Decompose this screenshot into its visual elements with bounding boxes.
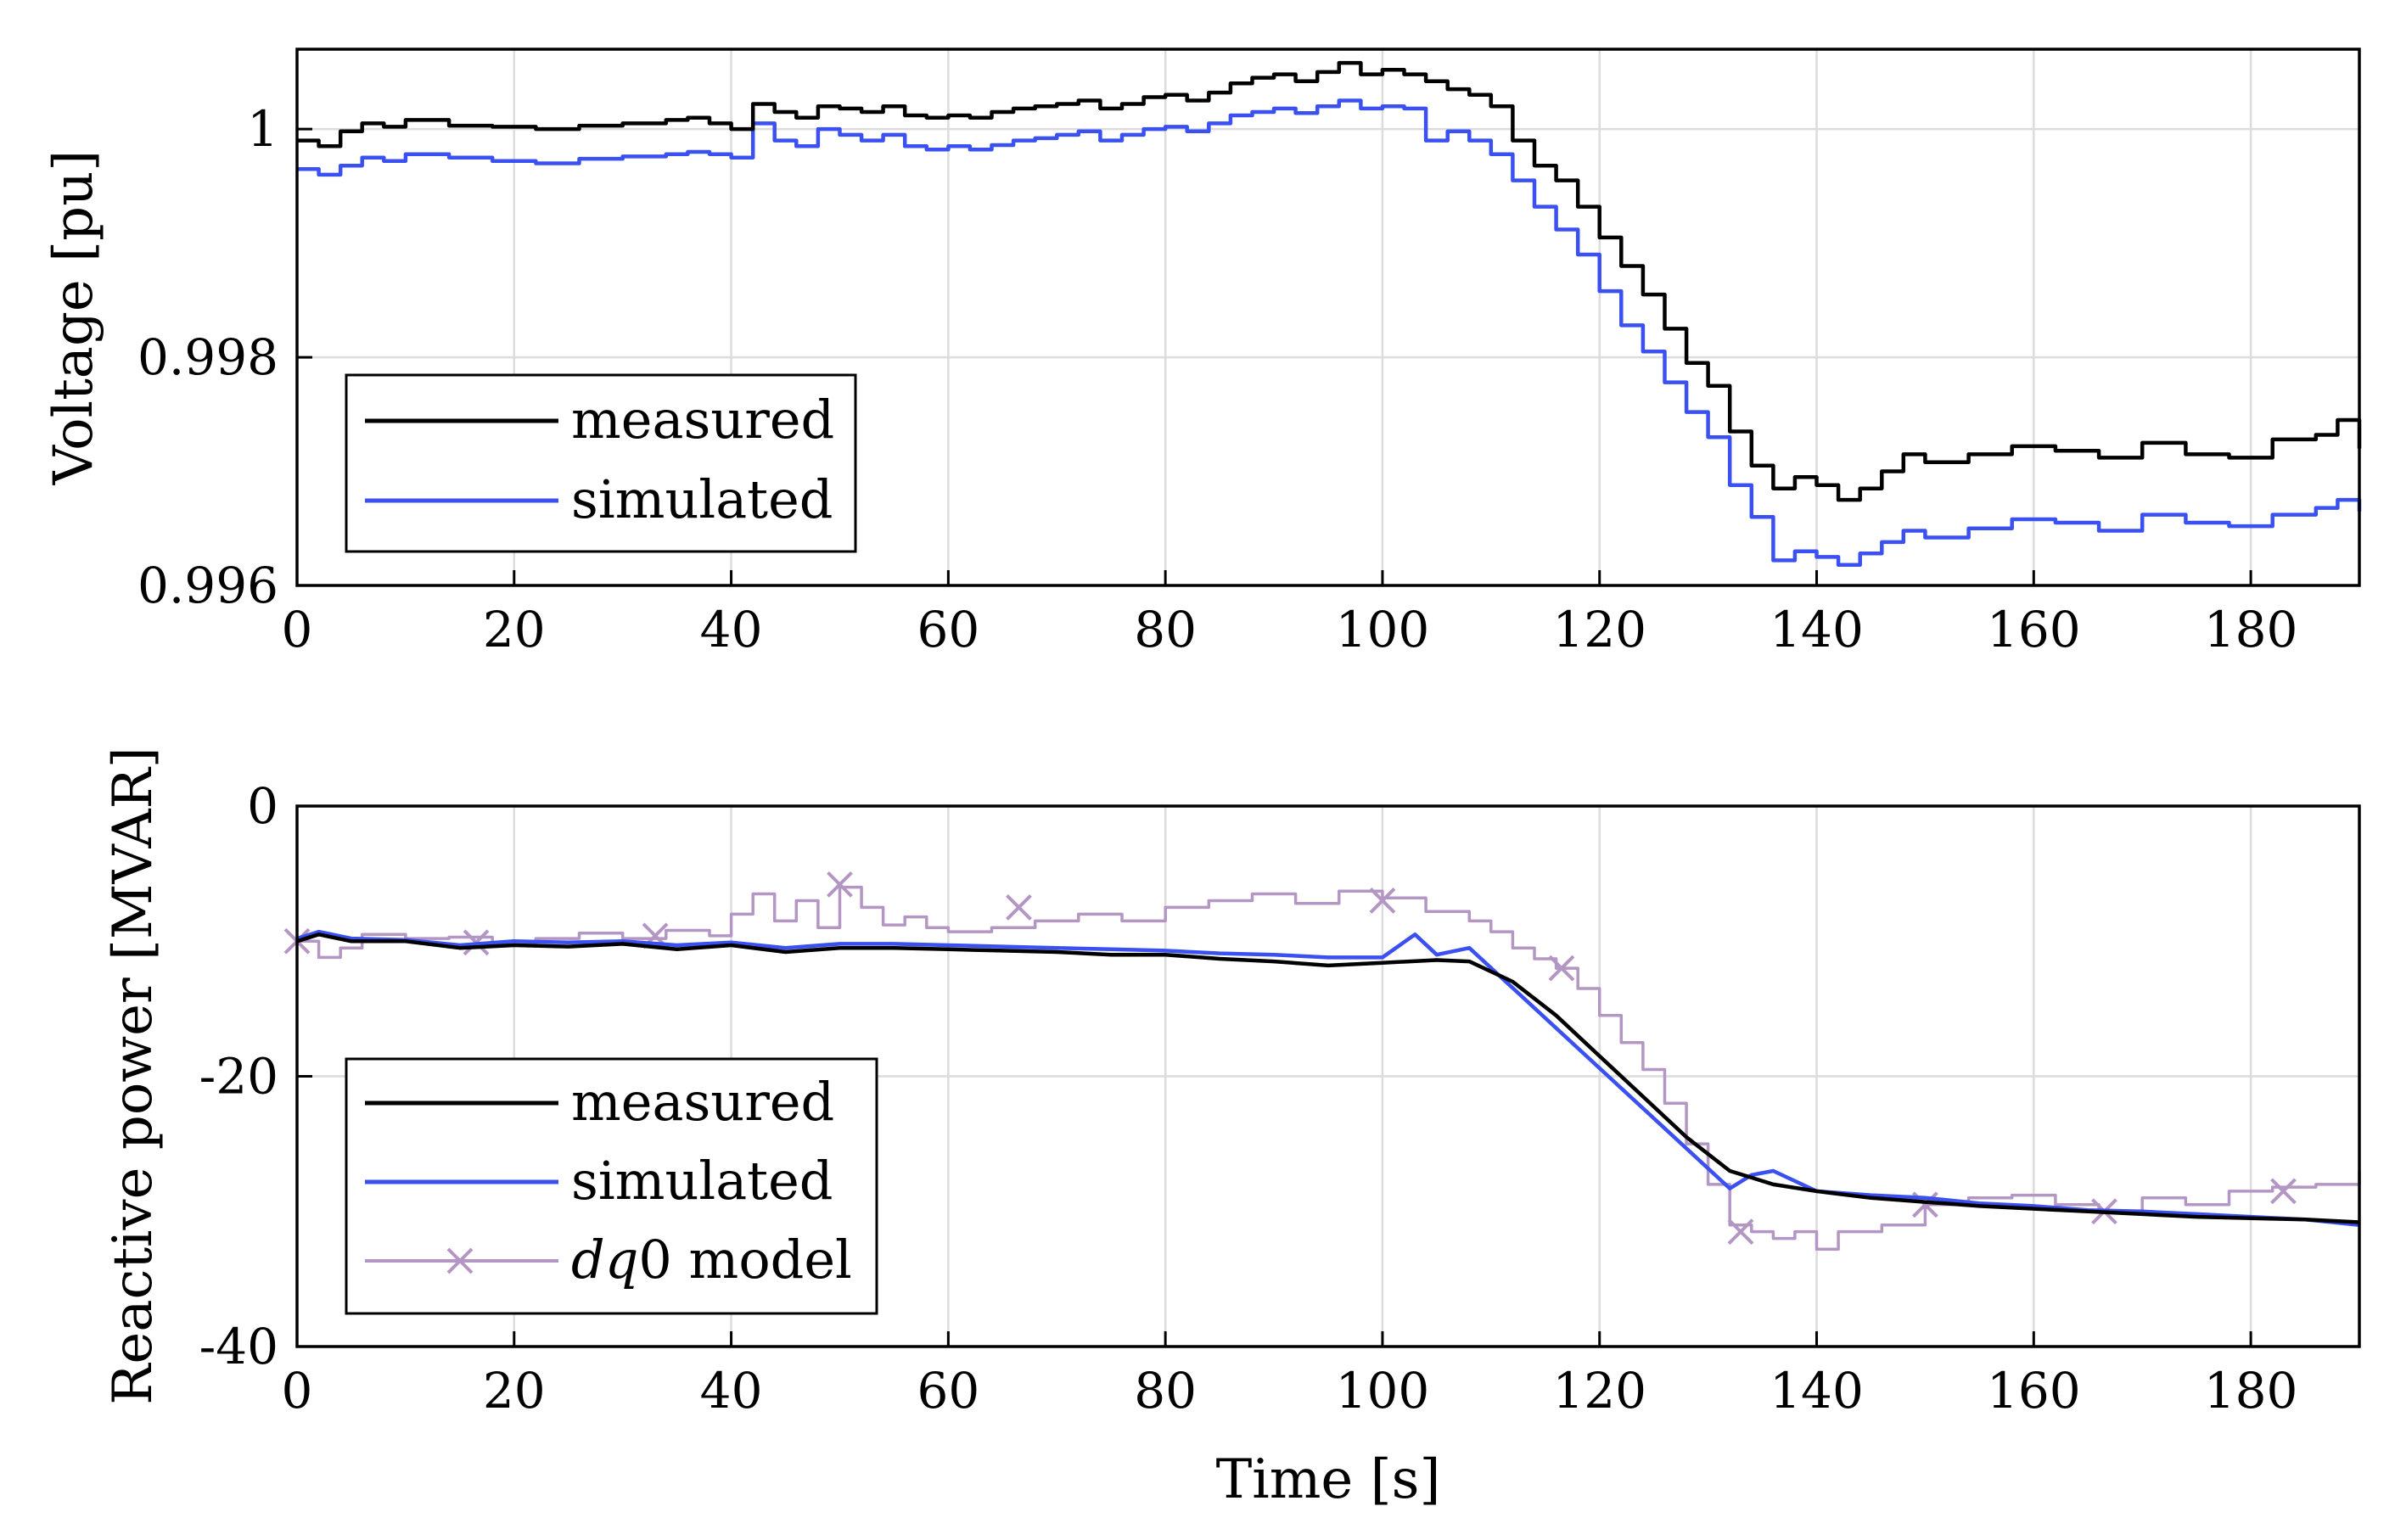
voltage-legend: measured simulated — [345, 373, 857, 553]
voltage-series — [297, 60, 2362, 568]
reactive-power-ytick-label: -20 — [199, 1048, 278, 1106]
reactive-power-xtick-label: 120 — [1552, 1362, 1646, 1420]
reactive-power-panel: 0 20 40 60 80 100 120 140 160 180 -40 -20 0 Reactive… — [102, 747, 2361, 1511]
q-legend-dq0-marker — [446, 1247, 474, 1274]
q-legend-measured-label: measured — [571, 1071, 834, 1133]
reactive-power-xtick-label: 40 — [700, 1362, 763, 1420]
reactive-power-dq0-model-marker — [2270, 1178, 2297, 1205]
voltage-ylabel: Voltage [pu] — [42, 150, 105, 486]
voltage-legend-measured-label: measured — [571, 389, 834, 451]
reactive-power-tick-labels: 0 20 40 60 80 100 120 140 160 180 -40 -20 0 — [199, 777, 2298, 1420]
q-legend-dq0-label-plain: 0 model — [638, 1229, 851, 1291]
reactive-power-dq0-model-marker — [1727, 1218, 1754, 1246]
reactive-power-dq0-model-marker — [1548, 955, 1575, 982]
reactive-power-dq0-model-marker — [827, 871, 853, 898]
voltage-legend-simulated-label: simulated — [571, 468, 833, 530]
reactive-power-xtick-label: 20 — [483, 1362, 546, 1420]
q-legend-dq0-label-italic: dq — [571, 1229, 638, 1291]
reactive-power-simulated-line — [296, 929, 2360, 1227]
reactive-power-xtick-label: 160 — [1987, 1362, 2081, 1420]
voltage-xtick-label: 140 — [1770, 601, 1864, 658]
voltage-xtick-label: 160 — [1987, 601, 2081, 658]
voltage-panel: 0 20 40 60 80 100 120 140 160 180 0.996 0.998 1 Volt… — [42, 48, 2362, 658]
reactive-power-xtick-label: 80 — [1134, 1362, 1197, 1420]
q-legend-dq0-label: dq0 model — [571, 1229, 852, 1291]
reactive-power-ytick-label: -40 — [199, 1318, 278, 1375]
voltage-measured-line — [297, 60, 2362, 502]
reactive-power-xtick-label: 180 — [2204, 1362, 2298, 1420]
reactive-power-measured-line — [296, 932, 2360, 1224]
voltage-xtick-label: 120 — [1552, 601, 1646, 658]
reactive-power-ylabel: Reactive power [MVAR] — [102, 747, 165, 1404]
reactive-power-series — [283, 871, 2361, 1252]
voltage-xtick-label: 0 — [282, 601, 313, 658]
reactive-power-xtick-label: 60 — [917, 1362, 979, 1420]
voltage-legend-box — [345, 373, 857, 553]
voltage-xtick-label: 100 — [1336, 601, 1430, 658]
voltage-axes-frame — [295, 48, 2361, 587]
reactive-power-dq0-model-line — [297, 885, 2361, 1252]
voltage-xtick-label: 180 — [2204, 601, 2298, 658]
reactive-power-dq0-model-marker — [1369, 888, 1396, 914]
voltage-simulated-line — [297, 98, 2362, 568]
voltage-tick-labels: 0 20 40 60 80 100 120 140 160 180 0.996 0.998 1 — [137, 100, 2298, 658]
reactive-power-xtick-label: 100 — [1336, 1362, 1430, 1420]
voltage-xtick-label: 20 — [483, 601, 546, 658]
voltage-ytick-label: 0.996 — [137, 557, 278, 614]
reactive-power-dq0-model-marker — [1006, 894, 1032, 921]
reactive-power-ytick-label: 0 — [247, 777, 278, 835]
reactive-power-legend: measured simulated dq0 model — [345, 1057, 878, 1315]
time-xlabel: Time [s] — [1216, 1448, 1441, 1511]
voltage-xtick-label: 60 — [917, 601, 979, 658]
voltage-ytick-label: 1 — [247, 100, 278, 158]
voltage-ytick-label: 0.998 — [137, 328, 278, 386]
reactive-power-xtick-label: 140 — [1770, 1362, 1864, 1420]
reactive-power-xtick-label: 0 — [282, 1362, 313, 1420]
voltage-xtick-label: 80 — [1134, 601, 1197, 658]
q-legend-simulated-label: simulated — [571, 1150, 833, 1212]
voltage-xtick-label: 40 — [700, 601, 763, 658]
